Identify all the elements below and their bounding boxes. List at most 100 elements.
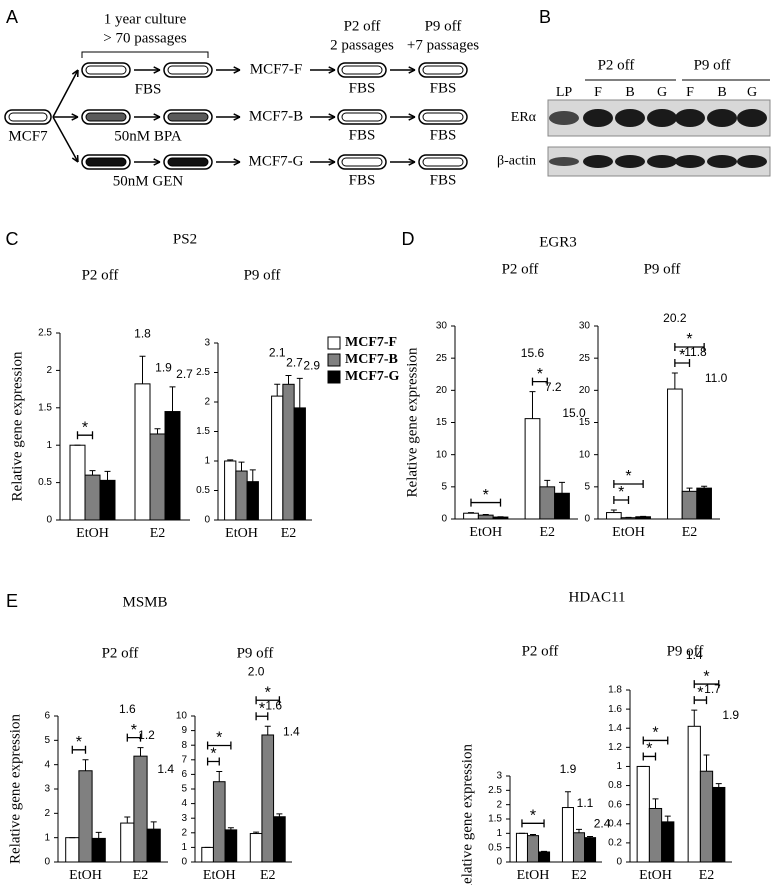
arrow	[53, 117, 78, 162]
gene-title: HDAC11	[569, 589, 626, 605]
blot-band	[583, 155, 613, 168]
y-tick-label: 9	[181, 725, 187, 736]
error-bar	[576, 829, 582, 832]
source-label: MCF7	[8, 128, 48, 144]
fold-label: 1.4	[686, 648, 703, 662]
bar	[713, 787, 725, 862]
dish-medium	[86, 113, 126, 121]
bar	[202, 847, 214, 862]
fold-label: 1.1	[577, 796, 594, 810]
blot-band	[549, 157, 579, 166]
x-tick-label: EtOH	[612, 525, 645, 540]
error-bar	[691, 710, 697, 726]
bar	[662, 822, 674, 862]
lane-label: F	[594, 85, 602, 100]
chart-title: P2 off	[82, 267, 119, 283]
fold-label: 7.2	[545, 380, 562, 394]
y-tick-label: 1.2	[608, 742, 622, 753]
treatment-label: 50nM BPA	[114, 128, 182, 144]
bar	[79, 771, 92, 862]
error-bar	[96, 832, 102, 838]
y-tick-label: 20	[436, 385, 448, 396]
error-bar	[544, 480, 550, 486]
y-axis-label: Relative gene expression	[404, 347, 420, 497]
dish-medium	[86, 158, 126, 166]
y-tick-label: 2	[46, 365, 52, 376]
significance-label: *	[216, 730, 222, 747]
y-tick-label: 0.5	[38, 477, 52, 488]
y-tick-label: 1.6	[608, 704, 622, 715]
y-tick-label: 0.8	[608, 780, 622, 791]
y-tick-label: 0.2	[608, 838, 622, 849]
p2-header: P2 off	[344, 18, 381, 34]
y-tick-label: 25	[436, 353, 448, 364]
error-bar	[265, 726, 271, 735]
lane-label: F	[686, 85, 694, 100]
y-tick-label: 15	[579, 417, 591, 428]
blot-band	[615, 109, 645, 127]
y-tick-label: 1	[44, 832, 50, 843]
error-bar	[239, 462, 245, 471]
bar	[85, 475, 100, 520]
x-tick-label: EtOH	[76, 526, 109, 541]
fold-label: 2.0	[248, 664, 265, 678]
bar	[688, 726, 700, 862]
y-tick-label: 3	[204, 338, 210, 349]
y-tick-label: 25	[579, 353, 591, 364]
bracket-text: > 70 passages	[103, 30, 187, 46]
significance-label: *	[530, 808, 536, 825]
gene-title: MSMB	[122, 594, 167, 610]
dish-medium	[342, 113, 382, 121]
fold-label: 2.7	[286, 356, 303, 370]
y-tick-label: 0.5	[196, 485, 210, 496]
significance-label: *	[625, 468, 631, 485]
bar	[92, 838, 105, 862]
bar	[274, 817, 286, 862]
bar	[585, 838, 596, 862]
chart-title: P9 off	[237, 645, 274, 661]
blot-band	[675, 109, 705, 127]
x-tick-label: EtOH	[639, 868, 672, 883]
y-axis-label: Relative gene expression	[9, 351, 25, 501]
bar	[607, 513, 622, 519]
y-tick-label: 0	[204, 515, 210, 526]
fold-label: 2.7	[176, 367, 193, 381]
x-tick-label: E2	[133, 868, 149, 883]
bracket-text: 1 year culture	[104, 11, 187, 27]
error-bar	[83, 760, 89, 771]
p9-medium: FBS	[430, 172, 457, 188]
significance-label: *	[483, 487, 489, 504]
y-tick-label: 1	[496, 828, 502, 839]
significance-label: *	[259, 700, 265, 717]
p9-header: P9 off	[425, 18, 462, 34]
error-bar	[105, 471, 111, 480]
bar	[493, 517, 508, 519]
p2-medium: FBS	[349, 127, 376, 143]
fold-label: 15.6	[521, 346, 545, 360]
fold-label: 20.2	[663, 311, 687, 325]
bar	[100, 480, 115, 520]
bar	[272, 396, 283, 520]
x-tick-label: E2	[150, 526, 166, 541]
y-tick-label: 10	[436, 449, 448, 460]
dish-medium	[423, 66, 463, 74]
significance-label: *	[618, 484, 624, 501]
significance-label: *	[210, 746, 216, 763]
band-label: β-actin	[497, 154, 536, 169]
error-bar	[90, 471, 96, 475]
legend-label: MCF7-B	[345, 352, 398, 367]
fold-label: 1.9	[155, 360, 172, 374]
bar	[225, 461, 236, 520]
x-tick-label: EtOH	[469, 525, 502, 540]
error-bar	[151, 822, 157, 829]
x-tick-label: E2	[682, 525, 698, 540]
fold-label: 1.9	[722, 708, 739, 722]
bar	[236, 471, 247, 520]
y-tick-label: 1.5	[196, 426, 210, 437]
x-tick-label: E2	[699, 868, 715, 883]
legend-swatch	[328, 337, 340, 349]
line-label: MCF7-B	[249, 108, 303, 124]
significance-label: *	[537, 366, 543, 383]
dish-medium	[423, 158, 463, 166]
